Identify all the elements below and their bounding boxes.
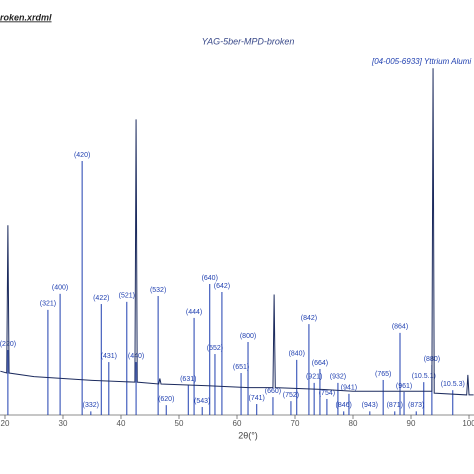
reference-label: (941) — [341, 385, 357, 392]
reference-label: (400) — [52, 285, 68, 292]
x-tick-label: 50 — [175, 419, 184, 428]
reference-label: (420) — [74, 152, 90, 159]
reference-label: (871) — [387, 402, 403, 409]
reference-label: (651) — [233, 364, 249, 371]
reference-label: (961) — [396, 383, 412, 390]
reference-label: (220) — [0, 341, 16, 348]
chart-title: YAG-5ber-MPD-broken — [202, 36, 295, 46]
reference-label: (754) — [319, 390, 335, 397]
reference-label: (800) — [240, 333, 256, 340]
reference-label: (631) — [180, 376, 196, 383]
x-tick-label: 90 — [407, 419, 416, 428]
reference-label: (552) — [207, 345, 223, 352]
reference-label: (444) — [186, 309, 202, 316]
diffraction-pattern — [0, 68, 474, 396]
x-tick-label: 70 — [291, 419, 300, 428]
source-file: roken.xrdml — [0, 12, 52, 22]
reference-label: (640) — [202, 275, 218, 282]
x-tick-label: 20 — [1, 419, 10, 428]
reference-label: (321) — [40, 301, 56, 308]
reference-label: (741) — [249, 395, 265, 402]
reference-label: (921) — [306, 374, 322, 381]
reference-label: (765) — [375, 371, 391, 378]
reference-label: (846) — [336, 402, 352, 409]
reference-label: (840) — [289, 351, 305, 358]
x-tick-label: 30 — [59, 419, 68, 428]
reference-label: (752) — [283, 392, 299, 399]
reference-label: (943) — [362, 402, 378, 409]
reference-label: (932) — [330, 374, 346, 381]
reference-label: (864) — [392, 324, 408, 331]
reference-label: (620) — [158, 396, 174, 403]
x-tick-label: 60 — [233, 419, 242, 428]
reference-label: (431) — [101, 353, 117, 360]
reference-label: (532) — [150, 287, 166, 294]
reference-label: (422) — [93, 295, 109, 302]
reference-label: (543) — [194, 398, 210, 405]
reference-label: (10.5.1) — [412, 373, 436, 380]
reference-label: (660) — [265, 388, 281, 395]
x-tick-label: 40 — [117, 419, 126, 428]
reference-label: (332) — [83, 402, 99, 409]
reference-card: [04-005-6933] Yttrium Alumi — [371, 57, 471, 66]
reference-label: (521) — [119, 293, 135, 300]
x-tick-label: 100 — [462, 419, 474, 428]
reference-label: (873) — [408, 402, 424, 409]
x-tick-label: 80 — [349, 419, 358, 428]
reference-label: (440) — [128, 353, 144, 360]
reference-label: (842) — [301, 315, 317, 322]
reference-label: (10.5.3) — [441, 381, 465, 388]
reference-label: (664) — [312, 360, 328, 367]
reference-label: (642) — [214, 283, 230, 290]
x-axis-label: 2θ(°) — [238, 430, 258, 440]
